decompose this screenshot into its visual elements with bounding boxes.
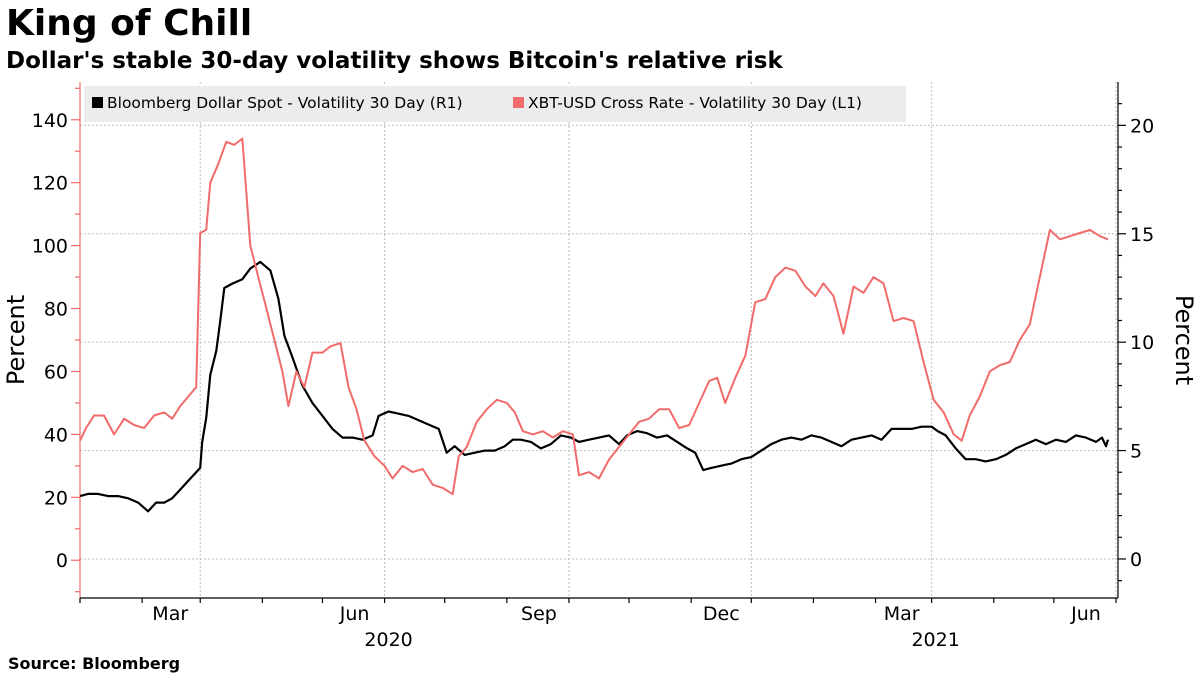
- legend-swatch-bitcoin: [513, 97, 524, 108]
- x-axis-tick-label: Mar: [884, 603, 920, 625]
- y-axis-left-tick-label: 100: [32, 236, 68, 258]
- series-lines: [79, 137, 1110, 513]
- y-axis-left-tick-label: 80: [44, 299, 68, 321]
- y-axis-left-tick-label: 0: [56, 550, 68, 572]
- y-axis-left-label: Percent: [2, 295, 30, 385]
- y-axis-left-tick-label: 60: [44, 361, 68, 383]
- y-axis-right-tick-label: 20: [1130, 115, 1154, 137]
- y-axis-left-tick-label: 40: [44, 424, 68, 446]
- axes: 0 20 40 60 80 100 120 140 0 5 10 15 20 Mar Jun Sep Dec Ma…: [32, 82, 1154, 651]
- y-axis-right-tick-label: 0: [1130, 549, 1142, 571]
- y-axis-right-tick-label: 15: [1130, 224, 1154, 246]
- x-axis-tick-label: Sep: [521, 603, 557, 625]
- x-axis-tick-label: Dec: [703, 603, 740, 625]
- y-axis-left-tick-label: 20: [44, 487, 68, 509]
- x-axis-tick-label: Jun: [339, 603, 370, 625]
- x-axis-year-label: 2020: [364, 629, 412, 651]
- legend-label-dollar: Bloomberg Dollar Spot - Volatility 30 Da…: [107, 94, 463, 112]
- y-axis-right-tick-label: 5: [1130, 441, 1142, 463]
- y-axis-left-tick-label: 120: [32, 173, 68, 195]
- x-axis-tick-label: Jun: [1070, 603, 1101, 625]
- y-axis-left-tick-label: 140: [32, 110, 68, 132]
- x-axis-tick-label: Mar: [152, 603, 188, 625]
- grid-lines: [80, 82, 1118, 598]
- y-axis-right-tick-label: 10: [1130, 332, 1154, 354]
- y-axis-right-label: Percent: [1170, 295, 1198, 385]
- series-line-bitcoin-volatility: [79, 137, 1109, 496]
- legend: Bloomberg Dollar Spot - Volatility 30 Da…: [84, 86, 906, 122]
- legend-swatch-dollar: [92, 97, 103, 108]
- chart-title: King of Chill: [6, 3, 253, 44]
- source-note: Source: Bloomberg: [8, 654, 181, 673]
- chart-subtitle: Dollar's stable 30-day volatility shows …: [6, 48, 783, 74]
- legend-label-bitcoin: XBT-USD Cross Rate - Volatility 30 Day (…: [528, 94, 862, 112]
- series-line-dollar-volatility: [79, 260, 1110, 513]
- x-axis-year-label: 2021: [911, 629, 959, 651]
- legend-background: [84, 86, 906, 122]
